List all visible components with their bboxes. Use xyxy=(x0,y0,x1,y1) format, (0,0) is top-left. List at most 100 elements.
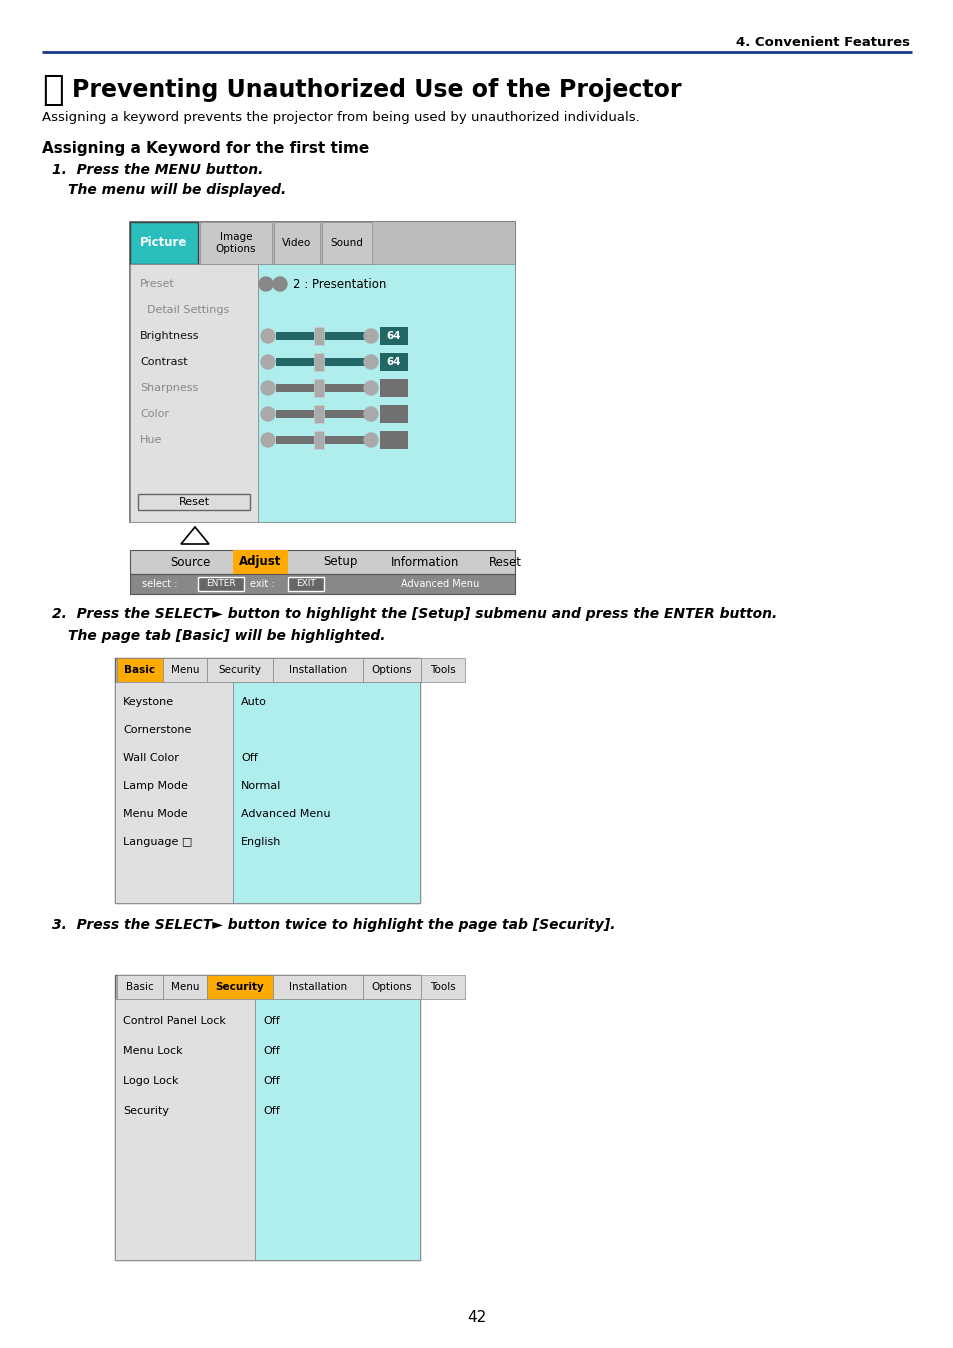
Text: Off: Off xyxy=(263,1046,279,1055)
Bar xyxy=(138,493,250,510)
Bar xyxy=(363,975,420,999)
Text: Logo Lock: Logo Lock xyxy=(123,1076,178,1086)
Text: Lamp Mode: Lamp Mode xyxy=(123,780,188,791)
Text: Tools: Tools xyxy=(430,981,456,992)
Bar xyxy=(379,328,408,345)
Text: Hue: Hue xyxy=(140,435,162,445)
Text: Basic: Basic xyxy=(124,665,155,675)
Text: Assigning a keyword prevents the projector from being used by unauthorized indiv: Assigning a keyword prevents the project… xyxy=(42,112,639,124)
Bar xyxy=(273,975,363,999)
Text: Video: Video xyxy=(282,239,312,248)
Text: exit :: exit : xyxy=(250,580,274,589)
Bar xyxy=(275,384,368,392)
Bar xyxy=(363,658,420,682)
Bar xyxy=(130,222,515,522)
Text: Sharpness: Sharpness xyxy=(140,383,198,394)
Text: 42: 42 xyxy=(467,1310,486,1325)
Text: Options: Options xyxy=(372,981,412,992)
Circle shape xyxy=(261,407,274,421)
Text: Off: Off xyxy=(263,1076,279,1086)
Bar xyxy=(273,658,363,682)
Bar xyxy=(275,410,368,418)
Bar xyxy=(314,328,324,345)
Text: Normal: Normal xyxy=(241,780,281,791)
Text: Security: Security xyxy=(123,1105,169,1116)
Bar xyxy=(163,658,207,682)
Bar xyxy=(257,264,515,522)
Text: Menu: Menu xyxy=(171,665,199,675)
Bar xyxy=(115,682,233,903)
Bar xyxy=(130,264,257,522)
Text: Off: Off xyxy=(263,1105,279,1116)
Text: select :: select : xyxy=(142,580,177,589)
Text: Menu Lock: Menu Lock xyxy=(123,1046,182,1055)
Text: Reset: Reset xyxy=(488,555,521,569)
Text: ENTER: ENTER xyxy=(206,580,235,589)
Bar xyxy=(254,999,419,1260)
Bar xyxy=(275,359,368,367)
Text: Reset: Reset xyxy=(178,497,210,507)
Bar xyxy=(275,435,368,443)
Circle shape xyxy=(258,276,273,291)
Bar xyxy=(379,431,408,449)
Text: Basic: Basic xyxy=(126,981,153,992)
Bar xyxy=(115,658,419,903)
Text: Options: Options xyxy=(372,665,412,675)
Text: The page tab [Basic] will be highlighted.: The page tab [Basic] will be highlighted… xyxy=(68,630,385,643)
Bar xyxy=(198,577,244,590)
Text: Sound: Sound xyxy=(331,239,363,248)
Bar xyxy=(130,222,198,264)
Text: Auto: Auto xyxy=(241,697,267,706)
Text: Advanced Menu: Advanced Menu xyxy=(241,809,330,820)
Text: 1.  Press the MENU button.: 1. Press the MENU button. xyxy=(52,163,263,177)
Bar xyxy=(314,353,324,371)
Text: Security: Security xyxy=(218,665,261,675)
Bar xyxy=(115,999,254,1260)
Text: EXIT: EXIT xyxy=(295,580,315,589)
Text: Image
Options: Image Options xyxy=(215,232,256,253)
Text: Control Panel Lock: Control Panel Lock xyxy=(123,1016,226,1026)
Text: Preset: Preset xyxy=(140,279,174,288)
Bar xyxy=(115,975,419,1260)
Bar xyxy=(207,975,273,999)
Text: Cornerstone: Cornerstone xyxy=(123,725,192,735)
Text: Contrast: Contrast xyxy=(140,357,188,367)
Circle shape xyxy=(261,329,274,342)
Text: Menu: Menu xyxy=(171,981,199,992)
Text: Source: Source xyxy=(170,555,210,569)
Bar xyxy=(314,431,324,449)
Text: Detail Settings: Detail Settings xyxy=(140,305,229,315)
Text: 64: 64 xyxy=(386,332,401,341)
Text: Security: Security xyxy=(215,981,264,992)
Text: 64: 64 xyxy=(386,357,401,367)
Circle shape xyxy=(364,407,377,421)
Bar xyxy=(314,404,324,423)
Bar xyxy=(117,658,163,682)
Text: 4. Convenient Features: 4. Convenient Features xyxy=(735,35,909,49)
Circle shape xyxy=(364,355,377,369)
Text: Installation: Installation xyxy=(289,981,347,992)
Bar xyxy=(314,379,324,398)
Bar xyxy=(130,222,515,264)
Circle shape xyxy=(364,381,377,395)
Text: Installation: Installation xyxy=(289,665,347,675)
Text: Picture: Picture xyxy=(140,236,188,249)
Bar xyxy=(200,222,272,264)
Text: Adjust: Adjust xyxy=(238,555,281,569)
Text: Advanced Menu: Advanced Menu xyxy=(400,580,478,589)
Text: Brightness: Brightness xyxy=(140,332,199,341)
Text: 2.  Press the SELECT► button to highlight the [Setup] submenu and press the ENTE: 2. Press the SELECT► button to highlight… xyxy=(52,607,777,621)
Text: ⓘ: ⓘ xyxy=(42,73,64,106)
Text: Assigning a Keyword for the first time: Assigning a Keyword for the first time xyxy=(42,140,369,155)
Circle shape xyxy=(273,276,287,291)
Bar xyxy=(130,550,515,574)
Text: Wall Color: Wall Color xyxy=(123,754,179,763)
Text: Color: Color xyxy=(140,408,169,419)
Text: Setup: Setup xyxy=(322,555,356,569)
Bar xyxy=(130,574,515,594)
Circle shape xyxy=(261,381,274,395)
Text: Tools: Tools xyxy=(430,665,456,675)
Bar xyxy=(288,577,324,590)
Polygon shape xyxy=(181,527,209,545)
Bar xyxy=(420,975,464,999)
